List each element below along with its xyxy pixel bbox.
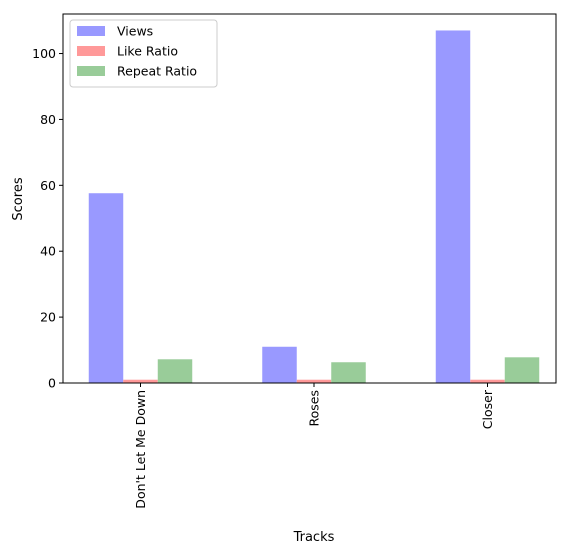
legend: Views Like Ratio Repeat Ratio	[69, 19, 218, 88]
y-axis-ticks: 0 20 40 60 80 100	[32, 46, 63, 391]
legend-box	[69, 19, 218, 88]
bar-views-1	[262, 346, 297, 383]
bar-repeat-ratio-2	[504, 357, 540, 383]
x-tick-label: Don't Let Me Down	[133, 390, 148, 509]
x-tick-label: Roses	[307, 390, 322, 427]
bar-like-ratio-1	[296, 379, 332, 383]
y-axis-title: Scores	[11, 177, 26, 220]
legend-label-views: Views	[117, 24, 153, 39]
bar-like-ratio-0	[123, 379, 158, 383]
legend-swatch-repeat-ratio	[77, 66, 105, 76]
y-tick-label: 40	[40, 244, 56, 259]
bar-repeat-ratio-0	[157, 359, 193, 383]
x-axis-title: Tracks	[293, 530, 335, 545]
axes-frame	[62, 13, 557, 384]
bar-like-ratio-2	[470, 379, 505, 383]
legend-swatch-like-ratio	[77, 46, 105, 56]
y-tick-label: 0	[48, 376, 56, 391]
legend-label-like-ratio: Like Ratio	[117, 44, 178, 59]
y-tick-label: 100	[32, 46, 56, 61]
bars-group	[88, 30, 540, 383]
bar-views-0	[88, 193, 124, 383]
x-tick-label: Closer	[480, 389, 495, 429]
legend-label-repeat-ratio: Repeat Ratio	[117, 64, 197, 79]
y-tick-label: 60	[40, 178, 56, 193]
y-tick-label: 20	[40, 310, 56, 325]
x-axis-ticks: Don't Let Me Down Roses Closer	[133, 383, 495, 509]
bar-repeat-ratio-1	[331, 362, 366, 383]
legend-swatch-views	[77, 26, 105, 36]
y-tick-label: 80	[40, 112, 56, 127]
bar-views-2	[435, 30, 471, 383]
